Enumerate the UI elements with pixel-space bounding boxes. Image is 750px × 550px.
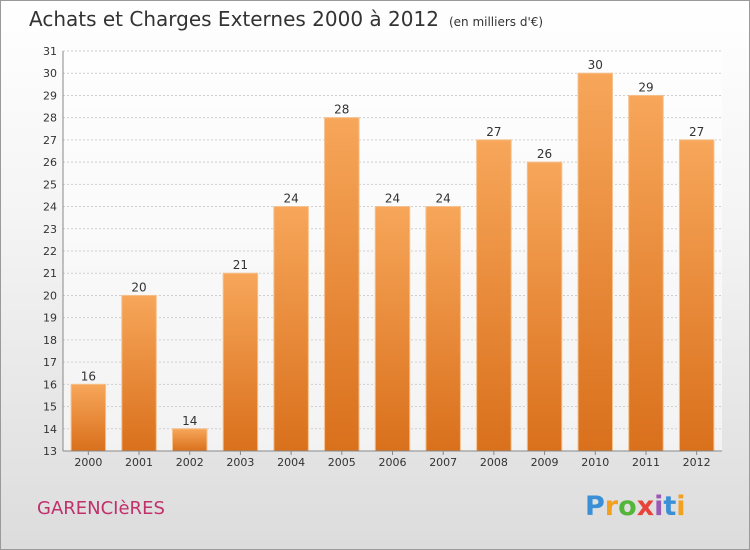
x-tick-label: 2008: [480, 456, 508, 469]
y-tick-label: 28: [43, 112, 57, 125]
bars: 16 20 14 21 24 28 24 24 27 26 30 29 27: [70, 58, 715, 452]
bar: [374, 206, 411, 452]
chart-title-text: Achats et Charges Externes 2000 à 2012: [29, 7, 439, 31]
data-label: 27: [486, 125, 501, 139]
axes: 13 14 15 16 17 18 19 20 21 22 23 24 25 26 27 28 29 30 31 20…: [43, 45, 722, 469]
x-tick-label: 2010: [581, 456, 609, 469]
chart-title: Achats et Charges Externes 2000 à 2012 (e…: [29, 7, 543, 31]
y-tick-label: 13: [43, 445, 57, 458]
data-label: 24: [283, 192, 298, 206]
brand-letter: P: [585, 491, 605, 522]
x-tick-label: 2005: [328, 456, 356, 469]
data-label: 24: [385, 192, 400, 206]
y-tick-label: 26: [43, 156, 57, 169]
y-tick-label: 18: [43, 334, 57, 347]
brand-letter: r: [604, 491, 619, 522]
y-tick-label: 14: [43, 423, 57, 436]
bar: [171, 428, 208, 452]
x-tick-label: 2004: [277, 456, 305, 469]
data-label: 30: [588, 58, 603, 72]
bar: [324, 117, 360, 452]
brand-letter: t: [663, 491, 677, 522]
x-tick-label: 2012: [683, 456, 711, 469]
y-tick-label: 27: [43, 134, 57, 147]
brand-letter: x: [636, 491, 655, 522]
brand-letter: o: [618, 491, 637, 522]
y-tick-label: 30: [43, 67, 57, 80]
bar: [273, 206, 309, 452]
bar: [526, 161, 563, 452]
x-tick-label: 2007: [429, 456, 457, 469]
y-tick-label: 23: [43, 223, 57, 236]
bar: [121, 294, 157, 452]
y-tick-label: 19: [43, 312, 57, 325]
data-label: 14: [182, 414, 197, 428]
data-label: 20: [131, 280, 146, 294]
brand-letter: i: [654, 491, 664, 522]
data-label: 26: [537, 147, 552, 161]
x-tick-label: 2000: [74, 456, 102, 469]
data-label: 16: [81, 369, 96, 383]
bar: [577, 72, 614, 452]
proxiti-logo[interactable]: Proxiti: [585, 491, 686, 522]
y-tick-label: 25: [43, 178, 57, 191]
y-tick-label: 31: [43, 45, 57, 58]
x-tick-label: 2001: [125, 456, 153, 469]
x-tick-label: 2002: [176, 456, 204, 469]
y-tick-label: 21: [43, 267, 57, 280]
bar: [678, 139, 715, 452]
data-label: 24: [436, 192, 451, 206]
bar: [476, 139, 512, 452]
bar: [70, 383, 107, 452]
data-label: 29: [638, 80, 653, 94]
place-name: GARENCIèRES: [37, 498, 165, 519]
brand-letter: i: [676, 491, 686, 522]
y-tick-label: 22: [43, 245, 57, 258]
bar: [222, 272, 259, 452]
data-label: 21: [233, 258, 248, 272]
bar: [425, 206, 461, 452]
y-tick-label: 20: [43, 289, 57, 302]
y-tick-label: 24: [43, 201, 57, 214]
x-tick-label: 2003: [226, 456, 254, 469]
x-tick-label: 2009: [531, 456, 559, 469]
x-tick-label: 2006: [379, 456, 407, 469]
y-tick-label: 15: [43, 401, 57, 414]
x-tick-label: 2011: [632, 456, 660, 469]
y-tick-label: 16: [43, 378, 57, 391]
bar: [628, 94, 664, 452]
data-label: 27: [689, 125, 704, 139]
y-tick-label: 29: [43, 89, 57, 102]
chart-unit: (en milliers d'€): [448, 15, 544, 29]
data-label: 28: [334, 103, 349, 117]
y-tick-label: 17: [43, 356, 57, 369]
